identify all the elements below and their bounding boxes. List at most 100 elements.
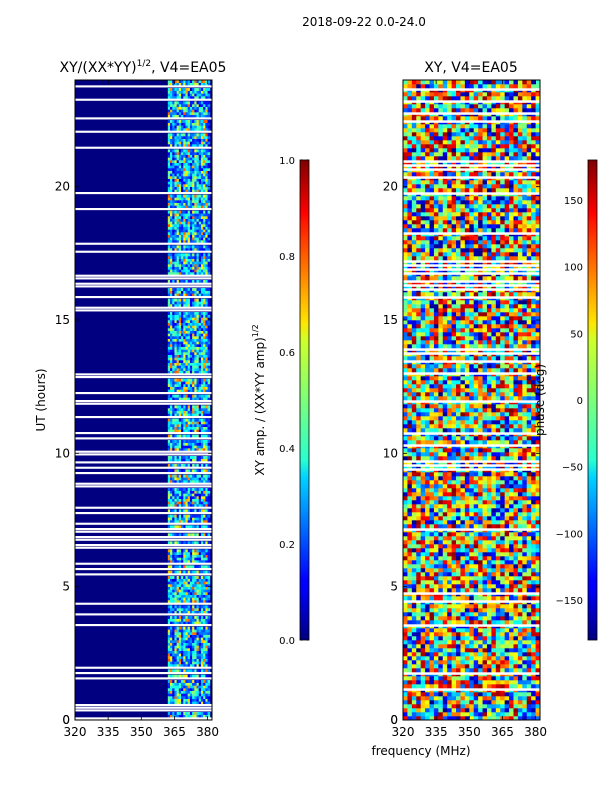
amplitude-cell (198, 181, 202, 185)
amplitude-cell (187, 189, 191, 193)
amplitude-cell (205, 248, 208, 251)
amplitude-cell (176, 210, 180, 214)
amplitude-cell (167, 80, 171, 83)
phase-cell (460, 604, 466, 609)
phase-cell (433, 660, 439, 665)
amplitude-cell (181, 397, 184, 401)
amplitude-cell (170, 82, 173, 86)
amplitude-cell (172, 600, 175, 603)
amplitude-cell (181, 701, 184, 705)
amplitude-cell (181, 504, 184, 507)
amplitude-cell (189, 597, 193, 601)
amplitude-cell (194, 330, 197, 334)
phase-cell (491, 620, 497, 625)
amplitude-cell (196, 496, 200, 499)
amplitude-cell (205, 477, 208, 481)
amplitude-cell (194, 237, 197, 241)
amplitude-cell (187, 93, 191, 97)
phase-cell (509, 632, 514, 637)
amplitude-cell (167, 610, 171, 614)
amplitude-cell (203, 554, 206, 558)
amplitude-cell (187, 320, 191, 323)
amplitude-cell (172, 618, 175, 622)
phase-heatmap (403, 80, 540, 720)
flagged-row (403, 624, 540, 627)
amplitude-cell (172, 304, 175, 307)
phase-cell (509, 544, 514, 549)
amplitude-cell (205, 698, 208, 702)
amplitude-cell (198, 312, 202, 315)
amplitude-cell (185, 184, 189, 187)
amplitude-cell (194, 256, 197, 259)
phase-cell (482, 588, 488, 593)
amplitude-cell (200, 661, 204, 665)
amplitude-cell (203, 698, 206, 702)
amplitude-cell (189, 464, 193, 467)
flagged-row (75, 98, 212, 101)
amplitude-cell (178, 565, 182, 569)
amplitude-cell (178, 338, 182, 342)
amplitude-cell (174, 656, 178, 659)
amplitude-cell (172, 218, 175, 222)
amplitude-cell (189, 578, 193, 582)
amplitude-cell (194, 597, 197, 601)
amplitude-cell (167, 122, 171, 126)
amplitude-cell (200, 365, 204, 369)
amplitude-cell (181, 234, 184, 238)
phase-cell (473, 700, 479, 705)
amplitude-cell (187, 421, 191, 425)
amplitude-cell (203, 570, 206, 574)
amplitude-cell (192, 176, 195, 179)
amplitude-cell (174, 293, 178, 297)
amplitude-cell (183, 173, 186, 177)
amplitude-cell (178, 298, 182, 302)
amplitude-cell (198, 346, 202, 350)
amplitude-cell (176, 413, 180, 417)
phase-cell (464, 692, 470, 697)
amplitude-cell (178, 608, 182, 611)
amplitude-cell (167, 245, 171, 249)
amplitude-cell (174, 386, 178, 390)
amplitude-cell (205, 610, 208, 614)
amplitude-cell (178, 197, 182, 201)
phase-cell (500, 616, 506, 621)
phase-cell (478, 576, 483, 581)
amplitude-cell (183, 618, 186, 622)
amplitude-cell (200, 341, 204, 345)
phase-cell (482, 580, 488, 585)
amplitude-cell (200, 616, 204, 619)
amplitude-cell (178, 93, 182, 97)
amplitude-cell (207, 632, 211, 635)
amplitude-cell (192, 581, 195, 585)
amplitude-cell (176, 338, 180, 342)
amplitude-cell (196, 490, 200, 494)
phase-cell (433, 632, 439, 637)
amplitude-cell (198, 82, 202, 86)
amplitude-cell (181, 378, 184, 382)
phase-cell (464, 548, 470, 553)
phase-cell (469, 716, 475, 720)
amplitude-cell (187, 408, 191, 411)
amplitude-cell (198, 234, 202, 238)
amplitude-cell (207, 520, 211, 523)
amplitude-cell (207, 554, 211, 558)
phase-cell (486, 584, 492, 589)
phase-cell (517, 680, 523, 685)
amplitude-cell (196, 333, 200, 337)
amplitude-cell (189, 576, 193, 579)
amplitude-cell (183, 442, 186, 446)
amplitude-cell (170, 434, 173, 438)
amplitude-cell (207, 618, 211, 622)
amplitude-cell (203, 245, 206, 249)
phase-cell (456, 716, 461, 720)
amplitude-cell (203, 405, 206, 409)
amplitude-cell (187, 386, 191, 390)
amplitude-cell (172, 293, 175, 297)
amplitude-cell (192, 648, 195, 651)
amplitude-cell (207, 176, 211, 179)
phase-cell (420, 588, 426, 593)
amplitude-cell (178, 469, 182, 473)
amplitude-cell (176, 320, 180, 323)
phase-cell (451, 560, 457, 565)
amplitude-cell (194, 269, 197, 273)
